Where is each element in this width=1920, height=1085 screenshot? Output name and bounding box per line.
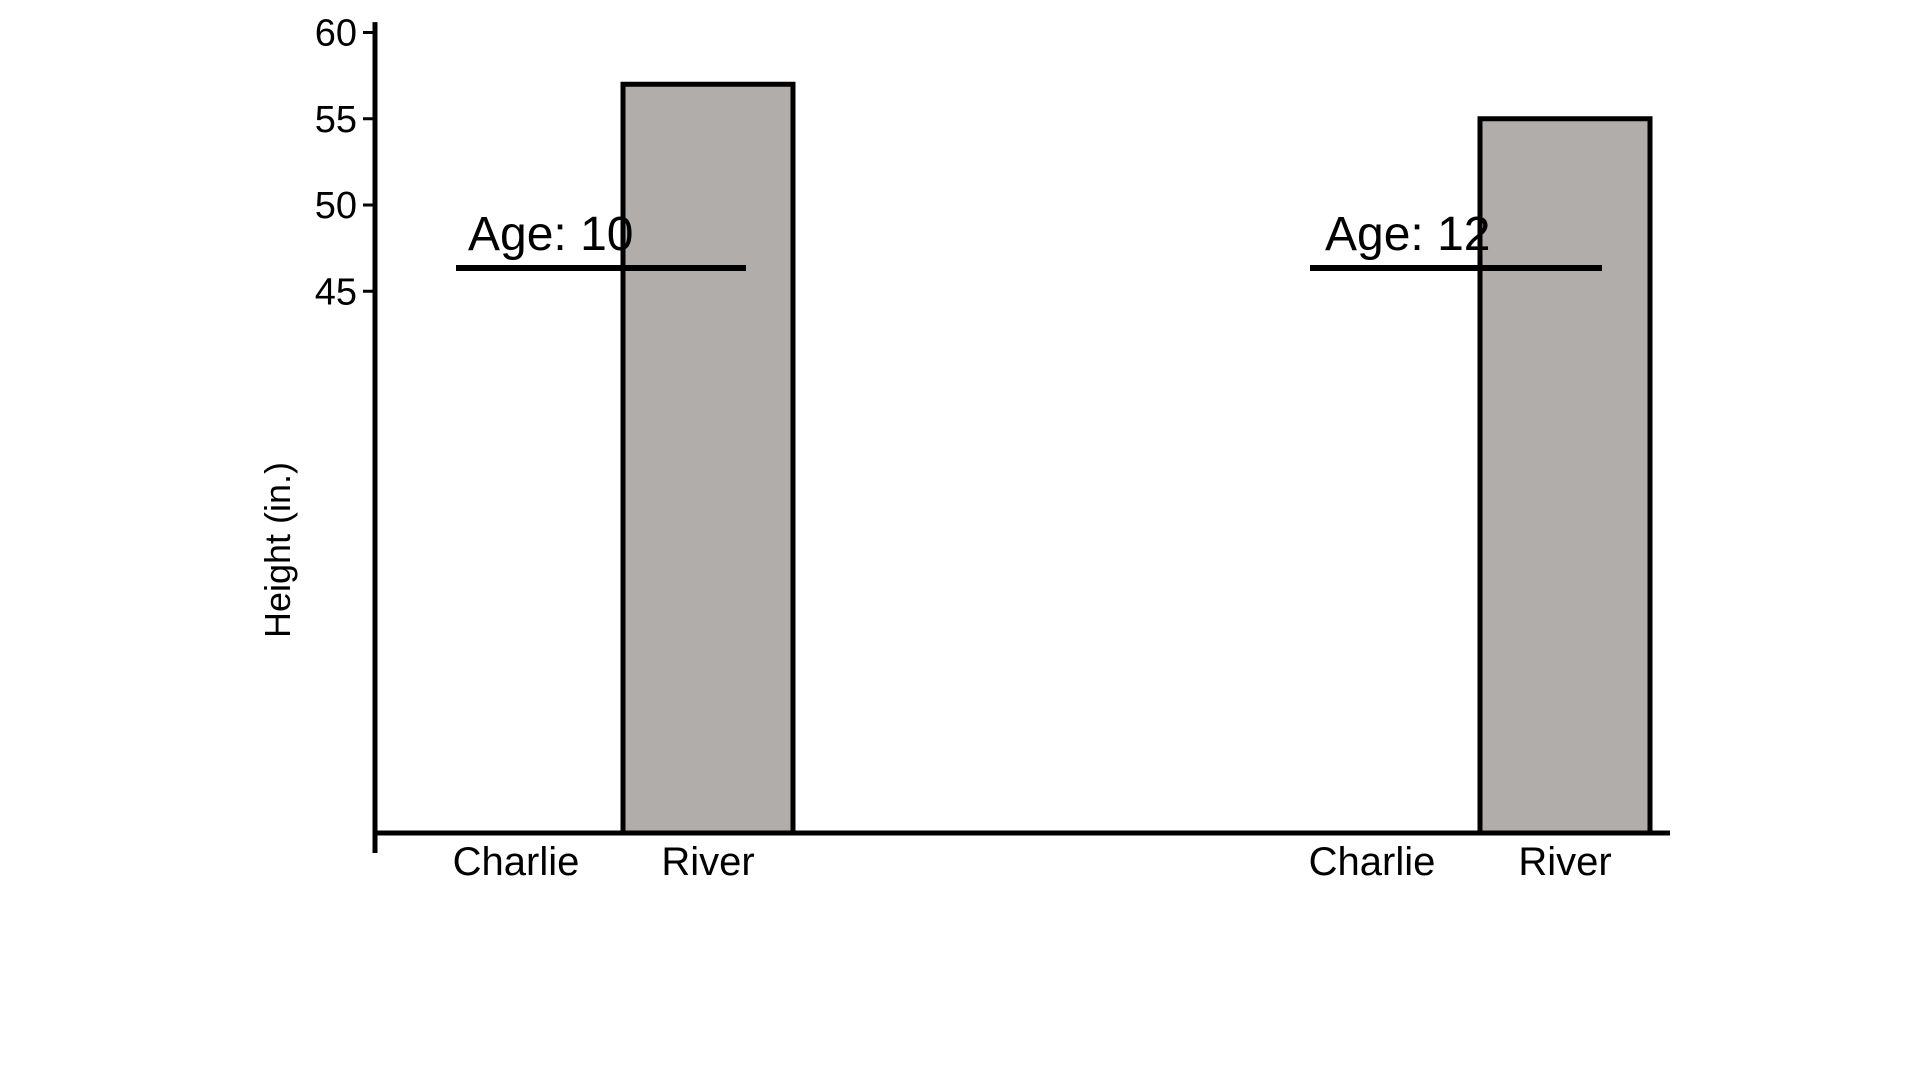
- category-label: Charlie: [1309, 840, 1436, 884]
- y-tick-label: 60: [315, 13, 357, 55]
- y-tick-label: 55: [315, 99, 357, 141]
- group-label: Age: 12: [1325, 208, 1490, 261]
- y-tick-label: 50: [315, 185, 357, 227]
- group-label: Age: 10: [468, 208, 633, 261]
- bars: [620, 81, 1653, 836]
- labels: 45 50 55 60 Height (in.) Age: 10 Charlie River A…: [257, 13, 1612, 885]
- axes: [363, 22, 1670, 853]
- category-label: Charlie: [453, 840, 580, 884]
- bar: [1477, 116, 1653, 836]
- bar: [620, 81, 796, 836]
- y-tick-label: 45: [315, 271, 357, 313]
- category-label: River: [1518, 840, 1611, 884]
- category-label: River: [661, 840, 754, 884]
- y-axis-label: Height (in.): [257, 462, 298, 638]
